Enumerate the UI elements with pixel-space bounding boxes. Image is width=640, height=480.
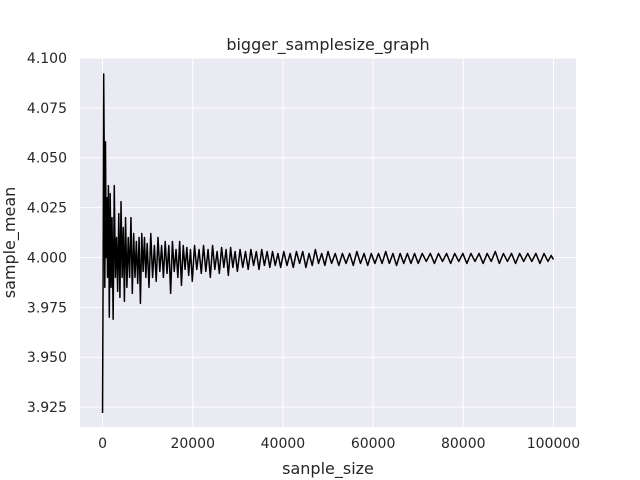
y-tick-label: 3.950	[27, 350, 67, 366]
y-axis-label: sample_mean	[0, 187, 20, 299]
y-tick-label: 4.000	[27, 250, 67, 266]
x-tick-label: 60000	[351, 436, 396, 452]
x-axis-label: sanple_size	[282, 459, 374, 479]
y-tick-label: 3.925	[27, 400, 67, 416]
x-tick-label: 100000	[527, 436, 580, 452]
x-tick-label: 80000	[441, 436, 486, 452]
y-tick-label: 3.975	[27, 300, 67, 316]
y-tick-label: 4.025	[27, 201, 67, 217]
y-tick-label: 4.100	[27, 51, 67, 67]
y-tick-label: 4.075	[27, 101, 67, 117]
plot-area	[80, 58, 576, 427]
tick-labels: 0 20000 40000 60000 80000 100000 3.925 3.950 3.9…	[27, 51, 580, 452]
grid	[80, 57, 576, 427]
x-tick-label: 40000	[261, 436, 306, 452]
chart-title: bigger_samplesize_graph	[226, 35, 429, 55]
x-tick-label: 20000	[170, 436, 215, 452]
series-line	[101, 73, 555, 414]
y-tick-label: 4.050	[27, 151, 67, 167]
series-layer	[101, 73, 555, 414]
x-tick-label: 0	[98, 436, 107, 452]
